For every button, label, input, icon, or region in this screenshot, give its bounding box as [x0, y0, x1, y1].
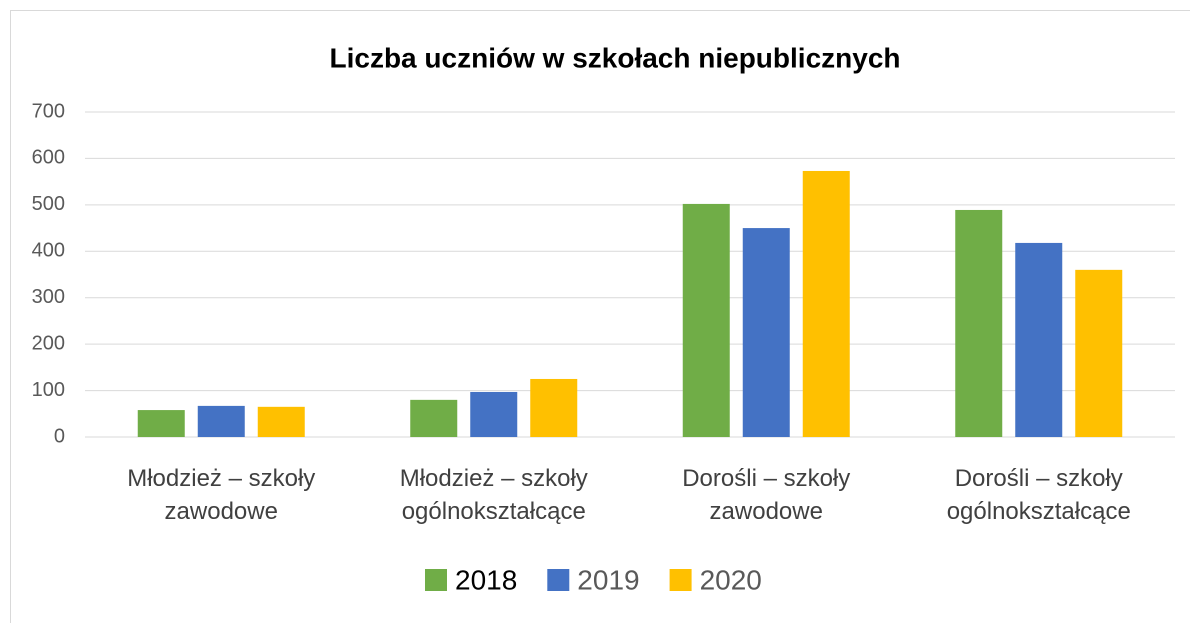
- y-tick-label: 700: [32, 100, 65, 122]
- legend-swatch: [669, 569, 692, 591]
- bar: [1015, 242, 1063, 437]
- x-tick-label: Dorośli – szkoły zawodowe: [682, 465, 851, 525]
- legend-label: 2019: [577, 564, 639, 595]
- y-tick-label: 500: [32, 193, 65, 215]
- bar: [742, 228, 790, 437]
- bar: [197, 405, 245, 437]
- legend-label: 2018: [455, 564, 517, 595]
- bar: [802, 170, 850, 437]
- y-tick-label: 200: [32, 332, 65, 354]
- bar: [410, 399, 458, 437]
- x-tick-label: Młodzież – szkoły zawodowe: [127, 465, 316, 525]
- bar: [257, 406, 305, 437]
- x-tick-label: Młodzież – szkoły ogólnokształcące: [399, 465, 588, 525]
- bar: [530, 378, 578, 437]
- bar: [955, 209, 1003, 437]
- chart-border: [10, 10, 1190, 623]
- legend-swatch: [425, 569, 447, 591]
- bar: [137, 410, 185, 437]
- y-tick-label: 400: [32, 240, 65, 262]
- y-tick-label: 300: [32, 286, 65, 308]
- y-tick-label: 600: [32, 147, 65, 169]
- bar: [1075, 269, 1123, 437]
- y-tick-label: 0: [54, 425, 65, 447]
- legend-swatch: [547, 569, 570, 591]
- bar: [470, 391, 518, 437]
- bar: [682, 203, 730, 437]
- x-tick-label: Dorośli – szkoły ogólnokształcące: [946, 465, 1131, 525]
- legend-label: 2020: [700, 564, 762, 595]
- chart-title: Liczba uczniów w szkołach niepublicznych: [330, 42, 901, 73]
- y-tick-label: 100: [32, 379, 65, 401]
